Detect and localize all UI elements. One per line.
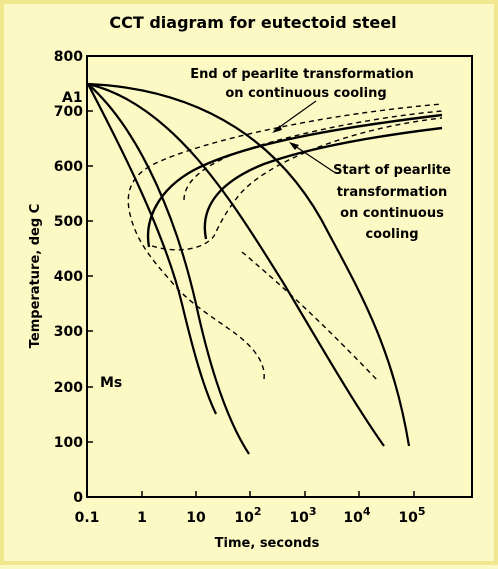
x-tick-labels: 0.1 1 10 102 103 104 105 <box>75 505 426 526</box>
y-tick-label: 500 <box>54 214 83 230</box>
y-tick-label: 400 <box>54 269 83 285</box>
x-tick-label: 102 <box>234 505 261 526</box>
diagram-title: CCT diagram for eutectoid steel <box>109 13 396 32</box>
y-tick-label: 300 <box>54 324 83 340</box>
start-transformation-curve <box>203 126 443 240</box>
end-annotation-pointer <box>273 100 317 132</box>
start-label-line1: Start of pearlite <box>333 163 451 178</box>
end-label-line2: on continuous cooling <box>225 86 386 101</box>
y-axis-label: Temperature, deg C <box>28 204 43 348</box>
cooling-curve-4 <box>87 82 411 447</box>
start-label-line2: transformation <box>337 185 448 200</box>
start-label-line3: on continuous <box>340 206 444 221</box>
x-tick-label: 103 <box>289 505 316 526</box>
y-axis-ticks <box>87 55 93 443</box>
y-tick-label: 800 <box>54 49 83 65</box>
y-tick-label: 200 <box>54 380 83 396</box>
a1-label: A1 <box>62 90 83 106</box>
start-annotation-arrowhead <box>289 142 299 150</box>
y-tick-label: 700 <box>54 104 83 120</box>
dashed-end-curve <box>127 103 443 380</box>
cct-diagram: CCT diagram for eutectoid steel 800 700 … <box>28 13 473 551</box>
start-annotation-pointer <box>291 143 335 173</box>
cooling-curve-2 <box>87 83 250 455</box>
x-axis-ticks <box>141 491 415 497</box>
x-tick-label: 104 <box>343 505 370 526</box>
dashed-diagonal-line <box>241 251 380 383</box>
x-tick-label: 0.1 <box>75 510 100 526</box>
start-label-line4: cooling <box>365 227 418 242</box>
ms-label: Ms <box>100 375 122 391</box>
cooling-curve-3 <box>87 82 385 447</box>
x-tick-label: 105 <box>398 505 425 526</box>
dashed-inner-curve <box>151 117 443 251</box>
end-transformation-curve <box>146 113 443 248</box>
y-tick-label: 100 <box>54 435 83 451</box>
x-tick-label: 1 <box>137 510 147 526</box>
cooling-curve-1 <box>87 83 217 415</box>
y-tick-label: 600 <box>54 159 83 175</box>
dashed-middle-curve <box>183 110 443 201</box>
end-annotation-arrowhead <box>272 125 282 133</box>
x-axis-label: Time, seconds <box>215 536 320 551</box>
y-tick-labels: 800 700 600 500 400 300 200 100 0 <box>54 49 83 506</box>
end-label-line1: End of pearlite transformation <box>190 67 413 82</box>
x-tick-label: 10 <box>186 510 206 526</box>
y-tick-label: 0 <box>73 490 83 506</box>
